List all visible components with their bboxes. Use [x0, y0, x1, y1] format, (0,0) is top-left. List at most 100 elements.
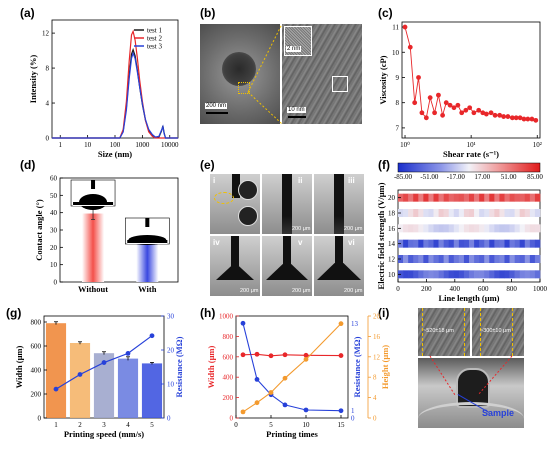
- y-tick-label-d: 60: [50, 175, 58, 183]
- y3-axis-title-h: Height (μm): [380, 345, 390, 389]
- data-point-c: [497, 112, 503, 118]
- x-tick-label-g: 3: [102, 421, 106, 429]
- heatmap-cell-f: [489, 224, 495, 233]
- data-point-c: [419, 110, 425, 116]
- colorbar-tick-label-f: -51.00: [420, 173, 439, 181]
- heatmap-cell-f: [418, 270, 424, 279]
- heatmap-cell-f: [479, 209, 485, 217]
- heatmap-cell-f: [489, 270, 495, 279]
- x-tick-label-f: 1000: [533, 285, 548, 293]
- heatmap-cell-f: [443, 255, 450, 263]
- y-axis-title-d: Contact angle (°): [34, 199, 44, 261]
- heatmap-cell-f: [443, 193, 450, 202]
- data-point-c: [513, 115, 519, 121]
- data-point-h: [268, 390, 274, 395]
- heatmap-cell-f: [524, 239, 531, 248]
- heatmap-cell-f: [469, 193, 475, 202]
- y-tick-label-c: 10: [392, 49, 400, 57]
- data-point-c: [412, 100, 418, 106]
- frame-scale-iii: 200 μm: [344, 226, 363, 232]
- heatmap-cell-f: [458, 224, 465, 233]
- colorbar-tick-label-f: 51.00: [501, 173, 517, 181]
- x-tick-label-h: 0: [234, 421, 238, 429]
- x-tick-label-f: 200: [421, 285, 432, 293]
- heatmap-cell-f: [403, 255, 409, 263]
- heatmap-cell-f: [519, 255, 526, 263]
- heatmap-cell-f: [524, 209, 531, 217]
- heatmap-cell-f: [403, 270, 409, 279]
- legend-label-a: test 3: [147, 43, 162, 51]
- heatmap-cell-f: [504, 209, 510, 217]
- heatmap-cell-f: [509, 270, 515, 279]
- y3-tick-label-h: 20: [373, 313, 381, 321]
- y-tick-label-a: 0: [46, 135, 50, 143]
- heatmap-cell-f: [529, 255, 536, 263]
- data-point-c: [529, 116, 535, 122]
- y-axis-title-g: Width (μm): [14, 345, 24, 388]
- y3-tick-label-h: 4: [373, 394, 377, 402]
- panel-label-f: (f): [378, 158, 390, 172]
- heatmap-cell-f: [509, 224, 515, 233]
- heatmap-cell-f: [494, 209, 500, 217]
- x-tick-label-c: 10²: [533, 141, 542, 149]
- needle-d: [91, 180, 96, 189]
- data-point-c: [476, 107, 482, 113]
- heatmap-cell-f: [529, 239, 536, 248]
- x-tick-label-a: 1: [58, 141, 62, 149]
- droplet-frame-i: i: [210, 174, 260, 234]
- heatmap-cell-f: [413, 239, 419, 248]
- heatmap-cell-f: [428, 224, 434, 233]
- resistance-point-g: [77, 372, 83, 377]
- heatmap-cell-f: [463, 239, 470, 248]
- frame-label-vi: vi: [348, 238, 355, 247]
- heatmap-cell-f: [504, 255, 510, 263]
- data-point-h: [303, 356, 309, 362]
- heatmap-cell-f: [443, 209, 450, 217]
- y-tick-label-d: 40: [50, 209, 58, 217]
- y-tick-label-d: 10: [50, 261, 58, 269]
- heatmap-cell-f: [453, 209, 460, 217]
- heatmap-cell-f: [504, 224, 510, 233]
- data-point-c: [483, 111, 489, 117]
- data-point-c: [443, 100, 449, 106]
- heatmap-cell-f: [433, 209, 439, 217]
- panel-label-d: (d): [20, 158, 36, 172]
- x-tick-label-f: 400: [450, 285, 461, 293]
- heatmap-cell-f: [463, 224, 470, 233]
- x-axis-title-c: Shear rate (s⁻¹): [443, 149, 499, 159]
- data-point-h: [254, 400, 260, 406]
- y-tick-label-f: 18: [388, 210, 396, 218]
- heatmap-cell-f: [524, 193, 531, 202]
- y-axis-title-h: Width (μm): [206, 345, 216, 388]
- sample-label: Sample: [482, 408, 515, 418]
- width-marker: [422, 308, 424, 356]
- heatmap-cell-f: [499, 209, 505, 217]
- y3-tick-label-h: 0: [373, 415, 377, 423]
- heatmap-cell-f: [514, 255, 521, 263]
- y2-tick-label-g: 0: [167, 415, 171, 423]
- substrate-d: [73, 202, 114, 205]
- data-point-c: [427, 95, 433, 101]
- frame-label-v: v: [298, 238, 303, 247]
- tem-image-main: 200 nm: [200, 24, 280, 124]
- nozzle: [334, 174, 344, 234]
- data-point-h: [282, 352, 288, 358]
- heatmap-cell-f: [433, 255, 439, 263]
- y2-tick-label-h: 13: [351, 320, 359, 328]
- y-tick-label-g: 600: [31, 343, 42, 351]
- heatmap-cell-f: [489, 193, 495, 202]
- x-tick-label-g: 5: [150, 421, 154, 429]
- heatmap-cell-f: [514, 270, 521, 279]
- heatmap-cell-f: [479, 239, 485, 248]
- heatmap-cell-f: [529, 224, 536, 233]
- x-tick-label-g: 2: [78, 421, 82, 429]
- bar-g-5: [141, 363, 163, 418]
- printed-line-sem-2: ~300±10 μm: [472, 308, 524, 356]
- data-point-c: [505, 114, 511, 119]
- data-point-c: [467, 105, 473, 111]
- colorbar-tick-label-f: 17.00: [474, 173, 490, 181]
- plot-frame-h: [235, 315, 349, 419]
- heatmap-cell-f: [519, 239, 526, 248]
- heatmap-cell-f: [413, 193, 419, 202]
- heatmap-cell-f: [453, 270, 460, 279]
